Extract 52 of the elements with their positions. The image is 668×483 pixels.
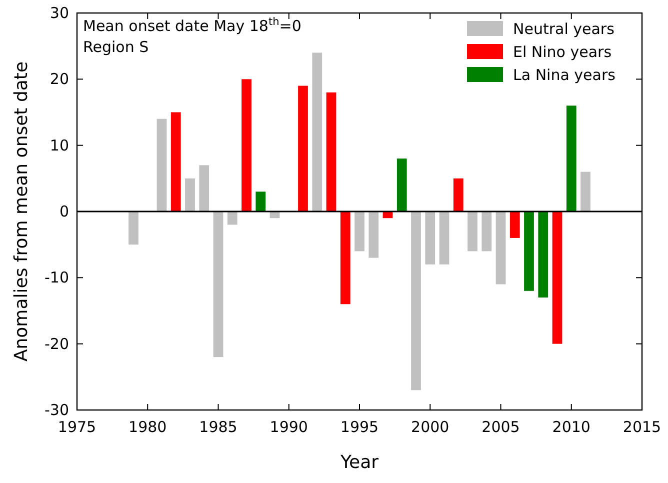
bar bbox=[566, 106, 576, 212]
x-tick-label: 1990 bbox=[270, 418, 308, 436]
bar bbox=[213, 212, 224, 358]
annotation: Region S bbox=[83, 38, 149, 56]
bar bbox=[411, 212, 421, 390]
x-tick-label: 2005 bbox=[482, 418, 520, 436]
legend-label: Neutral years bbox=[513, 20, 615, 38]
bar bbox=[524, 212, 534, 291]
y-axis-title: Anomalies from mean onset date bbox=[11, 61, 32, 362]
x-tick-label: 1985 bbox=[199, 418, 238, 436]
bar bbox=[439, 212, 450, 264]
bar bbox=[354, 212, 364, 252]
y-tick-label: 0 bbox=[59, 202, 69, 220]
x-tick-label: 2015 bbox=[622, 418, 662, 436]
bar bbox=[199, 165, 210, 212]
y-tick-label: 30 bbox=[50, 4, 69, 22]
bar bbox=[185, 178, 195, 212]
legend-label: La Nina years bbox=[513, 66, 616, 84]
x-axis-title: Year bbox=[339, 452, 380, 473]
bar bbox=[242, 79, 252, 212]
x-tick-label: 1980 bbox=[128, 418, 167, 436]
y-tick-label: -20 bbox=[44, 334, 69, 353]
y-tick-label: 10 bbox=[50, 136, 69, 154]
x-tick-label: 2000 bbox=[411, 418, 450, 436]
annotation: Mean onset date May 18$^{th}$=0 bbox=[83, 16, 302, 35]
y-tick-label: -30 bbox=[44, 401, 69, 419]
bar bbox=[156, 118, 167, 212]
y-tick-label: -10 bbox=[44, 268, 69, 287]
bar bbox=[368, 212, 379, 258]
bar bbox=[326, 92, 336, 212]
bar bbox=[510, 212, 520, 238]
legend-label: El Nino years bbox=[513, 43, 612, 61]
x-tick-label: 1975 bbox=[58, 418, 96, 436]
bar bbox=[538, 212, 548, 298]
bar bbox=[425, 212, 436, 264]
bar bbox=[128, 212, 138, 245]
bar bbox=[482, 212, 492, 252]
bar bbox=[552, 212, 562, 344]
bar bbox=[453, 178, 464, 212]
bar bbox=[298, 86, 308, 212]
bar bbox=[227, 212, 238, 225]
bar bbox=[496, 212, 506, 284]
x-tick-label: 2010 bbox=[552, 418, 590, 436]
bar bbox=[396, 158, 407, 212]
bar bbox=[312, 52, 322, 212]
x-tick-label: 1995 bbox=[340, 418, 379, 436]
bar bbox=[256, 192, 266, 212]
bar bbox=[468, 212, 478, 252]
bar bbox=[340, 212, 350, 304]
y-tick-label: 20 bbox=[50, 70, 69, 88]
bar bbox=[170, 112, 181, 212]
bar bbox=[580, 172, 590, 212]
